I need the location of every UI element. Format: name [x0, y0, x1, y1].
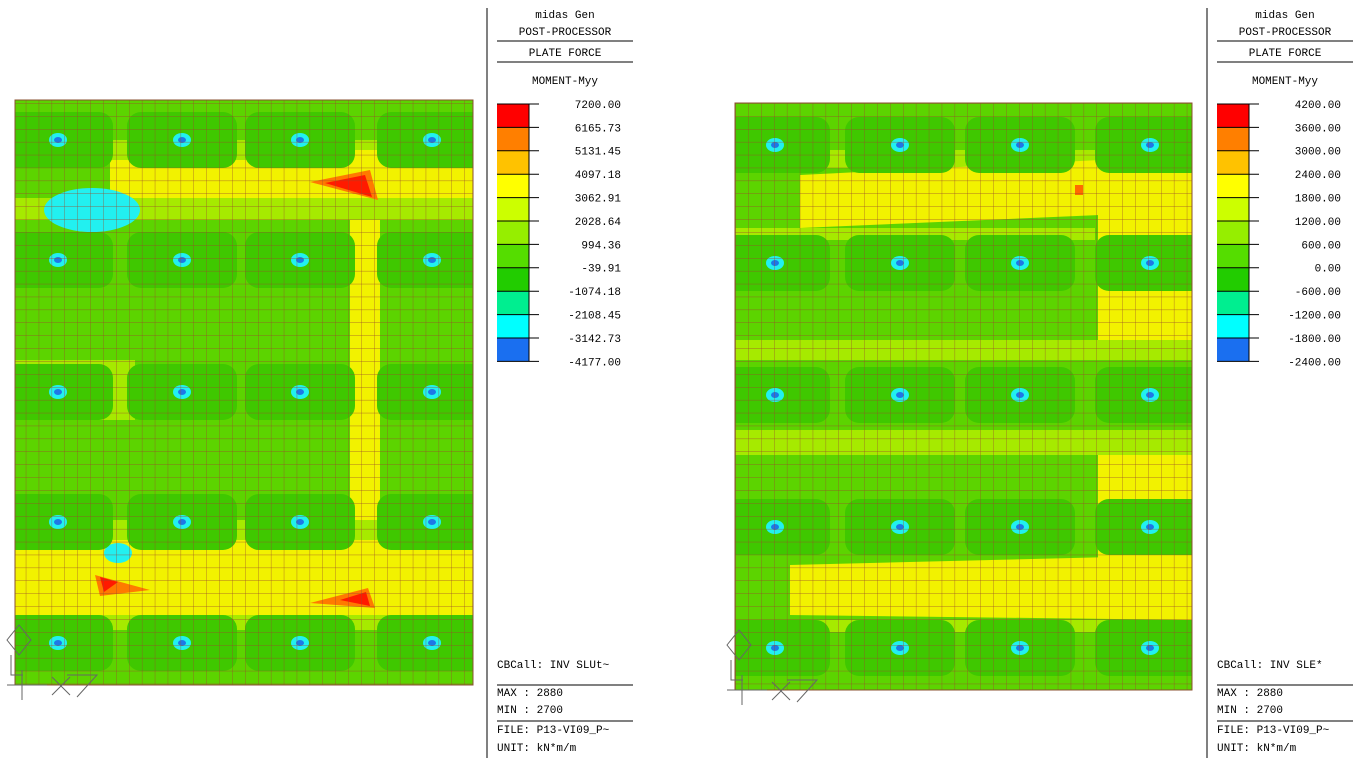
- legend-header: PLATE FORCE: [529, 48, 602, 60]
- legend-swatch: [1217, 150, 1249, 175]
- legend-footer: MAX : 2880: [497, 688, 563, 700]
- legend-footer: FILE: P13-VI09_P~: [497, 725, 610, 737]
- legend-swatch: [497, 244, 529, 268]
- legend-footer: UNIT: kN*m/m: [1217, 743, 1297, 755]
- mesh: [15, 100, 473, 685]
- legend-footer: CBCall: INV SLE*: [1217, 660, 1323, 672]
- mesh: [735, 103, 1192, 690]
- legend-label: -2108.45: [568, 311, 621, 323]
- contour-plot: [735, 103, 1192, 690]
- legend-label: -2400.00: [1288, 357, 1341, 369]
- contour-plot: [15, 100, 473, 685]
- legend-label: 3062.91: [575, 194, 622, 206]
- legend-swatch: [1217, 197, 1249, 221]
- legend-header: midas Gen: [535, 10, 594, 22]
- legend-label: 1200.00: [1295, 217, 1341, 229]
- legend-label: -4177.00: [568, 357, 621, 369]
- legend-swatch: [1217, 291, 1249, 315]
- legend-swatch: [1217, 267, 1249, 292]
- legend-swatch: [1217, 127, 1249, 151]
- plot-border: [734, 102, 1193, 691]
- axis-icon: [6, 624, 99, 700]
- legend-swatch: [497, 221, 529, 245]
- legend-footer: UNIT: kN*m/m: [497, 743, 577, 755]
- legend-footer: MIN : 2700: [1217, 705, 1283, 717]
- legend-label: 0.00: [1315, 264, 1341, 276]
- legend-label: -1074.18: [568, 287, 621, 299]
- legend-label: -1200.00: [1288, 311, 1341, 323]
- legend-header: POST-PROCESSOR: [519, 27, 612, 39]
- legend-swatch: [1217, 221, 1249, 245]
- legend-footer: MIN : 2700: [497, 705, 563, 717]
- legend-label: 5131.45: [575, 147, 621, 159]
- legend-swatch: [497, 150, 529, 175]
- legend-label: 2400.00: [1295, 170, 1341, 182]
- legend-label: -3142.73: [568, 334, 621, 346]
- legend-swatch: [1217, 244, 1249, 268]
- legend-label: 2028.64: [575, 217, 622, 229]
- legend-swatch: [497, 314, 529, 338]
- legend-header: PLATE FORCE: [1249, 48, 1322, 60]
- legend-label: 7200.00: [575, 100, 621, 112]
- legend-header: MOMENT-Myy: [1252, 76, 1318, 88]
- legend-label: -39.91: [581, 264, 621, 276]
- legend-label: -1800.00: [1288, 334, 1341, 346]
- legend-swatch: [1217, 174, 1249, 198]
- legend-label: 3600.00: [1295, 123, 1341, 135]
- legend-swatch: [1217, 104, 1249, 128]
- legend-swatch: [497, 197, 529, 221]
- legend-header: midas Gen: [1255, 10, 1314, 22]
- plot-border: [14, 99, 474, 686]
- legend-footer: MAX : 2880: [1217, 688, 1283, 700]
- legend-swatch: [497, 291, 529, 315]
- legend-swatch: [497, 104, 529, 128]
- legend-swatch: [497, 267, 529, 292]
- axis-icon: [726, 629, 819, 705]
- legend-label: -600.00: [1295, 287, 1341, 299]
- legend-swatch: [1217, 338, 1249, 362]
- legend-footer: FILE: P13-VI09_P~: [1217, 725, 1330, 737]
- legend-label: 4097.18: [575, 170, 621, 182]
- legend-header: MOMENT-Myy: [532, 76, 598, 88]
- legend-label: 994.36: [581, 240, 621, 252]
- legend-swatch: [497, 127, 529, 151]
- legend-label: 3000.00: [1295, 147, 1341, 159]
- legend-label: 600.00: [1301, 240, 1341, 252]
- legend-swatch: [497, 338, 529, 362]
- legend-label: 6165.73: [575, 123, 621, 135]
- legend-header: POST-PROCESSOR: [1239, 27, 1332, 39]
- legend-footer: CBCall: INV SLUt~: [497, 660, 610, 672]
- legend-swatch: [1217, 314, 1249, 338]
- legend-swatch: [497, 174, 529, 198]
- legend-label: 1800.00: [1295, 194, 1341, 206]
- legend-label: 4200.00: [1295, 100, 1341, 112]
